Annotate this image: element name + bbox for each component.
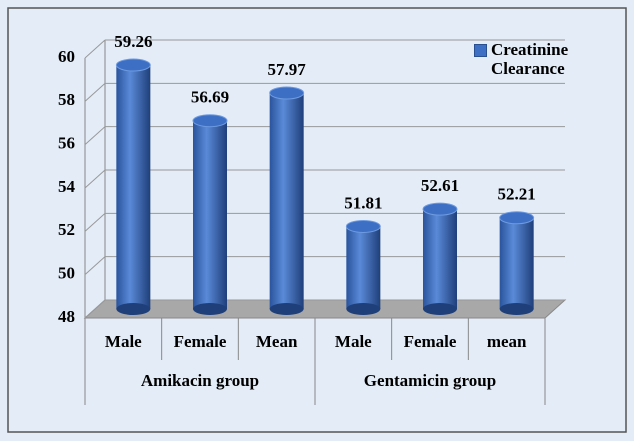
grid-line-side <box>84 39 106 59</box>
x-tick-label: Male <box>105 332 142 351</box>
data-label: 52.61 <box>421 176 459 195</box>
bar-base <box>346 303 381 315</box>
bar <box>423 209 457 309</box>
legend-label: Creatinine Clearance <box>491 40 569 78</box>
group-label: Amikacin group <box>141 371 259 390</box>
bar <box>346 226 381 309</box>
x-tick-label: Male <box>335 332 372 351</box>
bar-top <box>115 58 151 72</box>
bar <box>193 120 227 309</box>
bar-base <box>499 303 534 315</box>
bar <box>116 65 151 310</box>
x-tick-label: Female <box>404 332 457 351</box>
x-tick-label: Mean <box>256 332 298 351</box>
legend-swatch <box>474 44 487 57</box>
data-label: 52.21 <box>498 185 536 204</box>
y-tick-label: 52 <box>58 220 75 239</box>
y-tick-label: 60 <box>58 47 75 66</box>
x-tick-label: mean <box>487 332 527 351</box>
bar-base <box>423 303 457 315</box>
legend: Creatinine Clearance <box>474 40 594 78</box>
bar-top <box>269 86 305 100</box>
data-label: 51.81 <box>344 193 382 212</box>
bar-top <box>422 202 458 216</box>
group-label: Gentamicin group <box>364 371 496 390</box>
grid-line-side <box>84 82 106 102</box>
bar-top <box>499 211 535 225</box>
data-label: 56.69 <box>191 88 229 107</box>
grid-line-side <box>84 299 106 319</box>
bar-base <box>193 303 227 315</box>
grid-line-side <box>84 169 106 189</box>
y-tick-label: 54 <box>58 177 76 196</box>
y-tick-label: 56 <box>58 134 75 153</box>
data-label: 57.97 <box>268 60 307 79</box>
bar-top <box>192 114 228 128</box>
data-label: 59.26 <box>114 32 152 51</box>
x-tick-label: Female <box>174 332 227 351</box>
bar-base <box>116 303 151 315</box>
chart-border <box>7 7 627 433</box>
bar <box>499 217 534 309</box>
bar <box>269 92 304 309</box>
y-tick-label: 48 <box>58 307 75 326</box>
grid-line-side <box>84 256 106 276</box>
floor <box>83 299 567 319</box>
bar-base <box>269 303 304 315</box>
grid-line-side <box>84 126 106 146</box>
grid-line-side <box>84 212 106 232</box>
y-tick-label: 50 <box>58 264 75 283</box>
y-tick-label: 58 <box>58 90 75 109</box>
bar-top <box>345 219 381 233</box>
